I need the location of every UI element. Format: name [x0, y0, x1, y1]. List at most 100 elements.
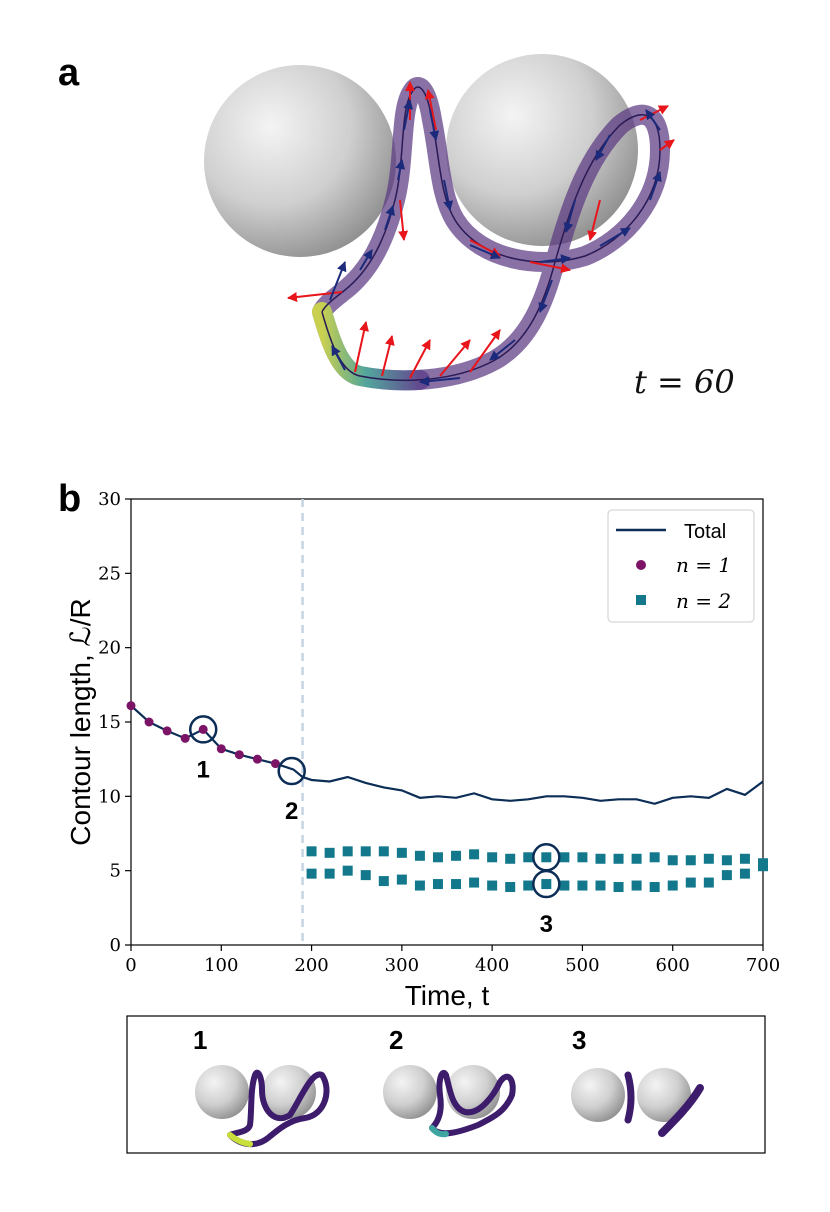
snapshot-strip: 1 2 3	[126, 1015, 766, 1154]
y-tick-label-5: 25	[98, 563, 121, 584]
n2-point-9	[469, 849, 480, 860]
x-tick-label-1: 100	[204, 955, 238, 976]
sphere-left	[204, 65, 396, 257]
legend-n1-swatch	[636, 560, 646, 570]
n2-point-34	[451, 879, 462, 890]
n2-point-18	[631, 853, 642, 864]
n2-point-30	[378, 876, 389, 887]
annotation-label-2: 2	[285, 798, 298, 825]
annotation-circle-3b	[532, 869, 561, 899]
n2-point-29	[360, 870, 371, 881]
n2-point-50	[739, 868, 750, 879]
y-axis-label: Contour length, ℒ/R	[65, 598, 96, 845]
x-tick-label-4: 400	[475, 955, 509, 976]
y-tick-label-0: 0	[110, 935, 121, 956]
n2-point-28	[342, 865, 353, 876]
y-tick-label-1: 5	[110, 861, 121, 882]
y-tick-label-3: 15	[98, 712, 121, 733]
tangent-arrows-blue	[329, 99, 662, 387]
n1-point-2	[162, 726, 172, 736]
n2-point-42	[595, 880, 606, 891]
n2-point-15	[577, 852, 588, 863]
n2-point-40	[559, 880, 570, 891]
snapshot-label-3: 3	[572, 1025, 586, 1055]
panel-b-label: b	[58, 478, 82, 520]
snapshot-3-sphere-right	[637, 1068, 691, 1122]
x-tick-label-0: 0	[125, 955, 136, 976]
n1-point-4	[198, 724, 208, 734]
legend-n1-label: n = 1	[676, 553, 731, 577]
n1-point-5	[216, 744, 226, 754]
x-axis-label: Time, t	[405, 980, 490, 1011]
y-tick-label-6: 30	[98, 489, 121, 510]
n2-point-35	[469, 877, 480, 888]
n2-point-17	[613, 853, 624, 864]
n2-point-24	[739, 853, 750, 864]
n2-point-47	[685, 877, 696, 888]
time-label: t = 60	[634, 363, 735, 401]
annotation-label-3: 3	[540, 911, 553, 938]
snapshot-2-filament	[429, 1070, 516, 1137]
n2-point-23	[721, 855, 732, 866]
n2-point-13	[541, 852, 552, 863]
n2-point-49	[721, 870, 732, 881]
n2-point-2	[342, 846, 353, 857]
legend-box	[607, 509, 755, 623]
n2-point-14	[559, 852, 570, 863]
snapshot-label-1: 1	[193, 1025, 207, 1055]
n1-point-7	[252, 754, 262, 764]
legend-n2-swatch	[636, 595, 646, 605]
annotation-circle-1	[188, 715, 218, 744]
n2-point-43	[613, 882, 624, 893]
n2-point-45	[649, 882, 660, 893]
n2-point-44	[631, 880, 642, 891]
n2-point-31	[396, 874, 407, 885]
panel-a-label: a	[58, 52, 80, 94]
n2-point-11	[505, 853, 516, 864]
chart-annotations: 1 2 3	[188, 715, 561, 938]
legend-n2-label: n = 2	[676, 589, 731, 613]
snapshot-3-filament-ring	[624, 1071, 635, 1124]
legend: Total n = 1 n = 2	[607, 509, 755, 623]
n2-point-16	[595, 853, 606, 864]
legend-total-label: Total	[684, 521, 726, 543]
snapshot-1-sphere-left	[195, 1065, 249, 1119]
n2-point-3	[360, 846, 371, 857]
n2-point-39	[541, 879, 552, 890]
snapshot-2-sphere-left	[383, 1065, 437, 1119]
x-tick-label-6: 600	[656, 955, 690, 976]
filament-tip	[312, 302, 430, 391]
n2-point-10	[487, 852, 498, 863]
n2-point-46	[667, 880, 678, 891]
n2-point-36	[487, 880, 498, 891]
n2-point-20	[667, 855, 678, 866]
n1-point-6	[234, 750, 244, 760]
n2-point-32	[414, 880, 425, 891]
n2-point-7	[432, 852, 443, 863]
n2-point-12	[523, 852, 534, 863]
sphere-right	[446, 54, 638, 246]
n2-point-48	[703, 877, 714, 888]
n2-point-37	[505, 882, 516, 893]
n2-point-4	[378, 846, 389, 857]
annotation-label-1: 1	[197, 756, 210, 783]
n2-point-8	[451, 850, 462, 861]
n2-point-0	[306, 846, 317, 857]
n2-point-41	[577, 880, 588, 891]
snapshot-frame	[126, 1015, 766, 1154]
series-n1-markers	[126, 701, 280, 769]
n1-point-3	[180, 733, 190, 743]
n2-point-33	[432, 879, 443, 890]
x-tick-label-5: 500	[565, 955, 599, 976]
snapshot-label-2: 2	[389, 1025, 403, 1055]
x-tick-label-7: 700	[746, 955, 780, 976]
snapshot-2-tip	[429, 1125, 449, 1138]
snapshot-1-tip	[227, 1132, 253, 1147]
x-tick-label-2: 200	[294, 955, 328, 976]
y-tick-label-4: 20	[98, 638, 121, 659]
n1-point-8	[270, 759, 280, 769]
n2-point-26	[306, 868, 317, 879]
n2-point-21	[685, 855, 696, 866]
